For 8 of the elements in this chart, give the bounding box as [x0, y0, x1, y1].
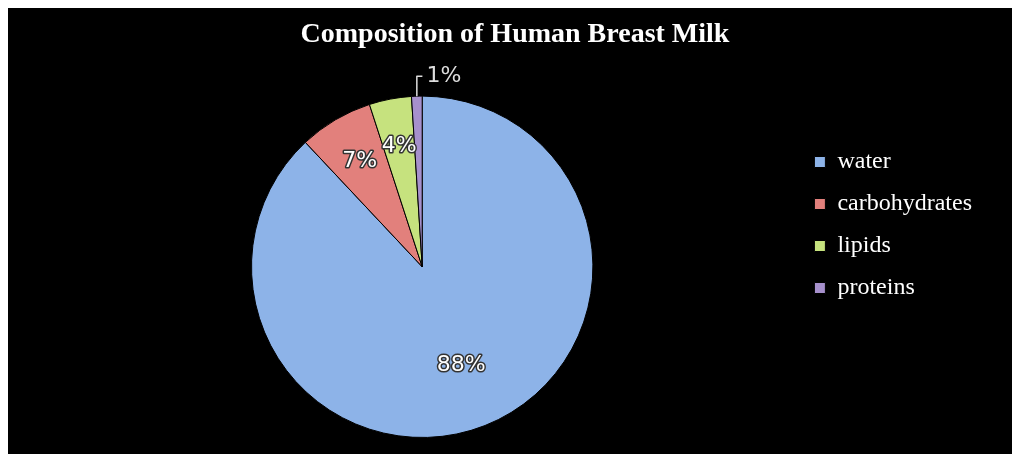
legend-label: proteins [837, 273, 915, 300]
legend-label: lipids [837, 231, 891, 258]
data-label: 7% [342, 146, 378, 172]
chart-title: Composition of Human Breast Milk [300, 17, 730, 49]
legend-label: carbohydrates [837, 189, 973, 216]
data-label: 88% [436, 350, 486, 376]
data-label: 1% [426, 61, 462, 87]
legend-label: water [837, 147, 891, 174]
